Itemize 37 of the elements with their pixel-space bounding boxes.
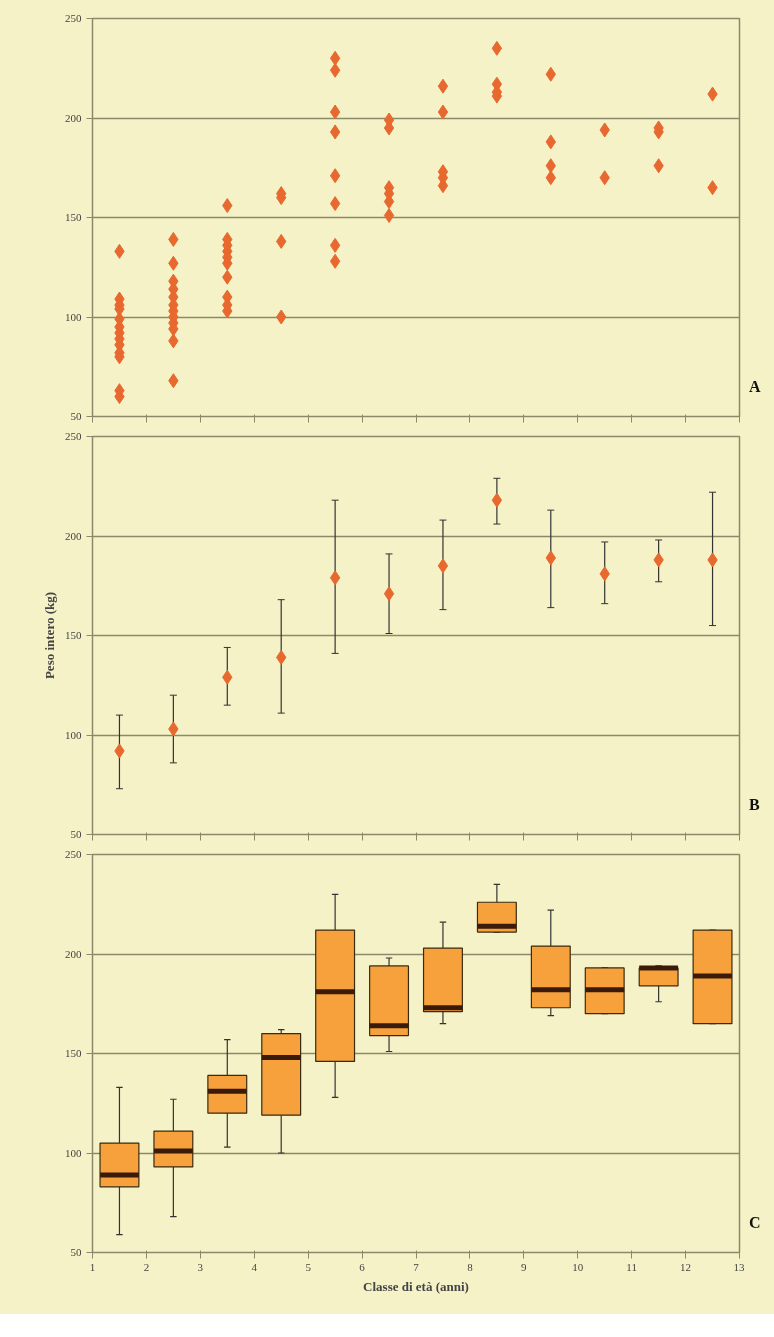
x-tick-label: 4 <box>251 1260 258 1273</box>
x-tick-label: 2 <box>143 1260 150 1273</box>
y-tick-label: 100 <box>65 310 82 323</box>
text: B <box>749 796 760 813</box>
point <box>383 586 395 602</box>
x-tick-label: 3 <box>197 1260 204 1273</box>
point <box>329 570 341 586</box>
text: C <box>749 1214 761 1231</box>
x-tick-label: 5 <box>305 1260 312 1273</box>
x-tick-label: 13 <box>733 1260 745 1273</box>
y-tick-label: 100 <box>65 1146 82 1159</box>
y-tick-label: 100 <box>65 728 82 741</box>
y-axis-title: Peso intero (kg) <box>42 591 57 680</box>
x-tick-label: 11 <box>626 1260 637 1273</box>
y-tick-label: 50 <box>70 1246 82 1258</box>
text: A <box>749 378 761 395</box>
x-tick-label: 6 <box>359 1260 366 1273</box>
x-tick-label: 10 <box>572 1260 584 1273</box>
y-tick-label: 150 <box>65 211 82 223</box>
x-tick-label: 7 <box>413 1260 420 1273</box>
y-tick-label: 50 <box>70 828 82 840</box>
x-tick-label: 12 <box>680 1260 692 1273</box>
point <box>491 492 503 508</box>
x-tick-label: 8 <box>467 1260 474 1273</box>
y-tick-label: 200 <box>65 947 82 960</box>
y-tick-label: 250 <box>65 430 82 442</box>
x-axis-title: Classe di età (anni) <box>363 1278 469 1294</box>
y-tick-label: 200 <box>65 111 82 124</box>
y-tick-label: 150 <box>65 1047 82 1059</box>
y-tick-label: 50 <box>70 410 82 422</box>
point <box>437 558 449 574</box>
y-tick-label: 250 <box>65 848 82 860</box>
y-tick-label: 200 <box>65 529 82 542</box>
y-tick-label: 250 <box>65 12 82 24</box>
x-tick-label: 9 <box>521 1260 528 1273</box>
y-tick-label: 150 <box>65 629 82 641</box>
x-tick-label: 1 <box>89 1260 96 1273</box>
